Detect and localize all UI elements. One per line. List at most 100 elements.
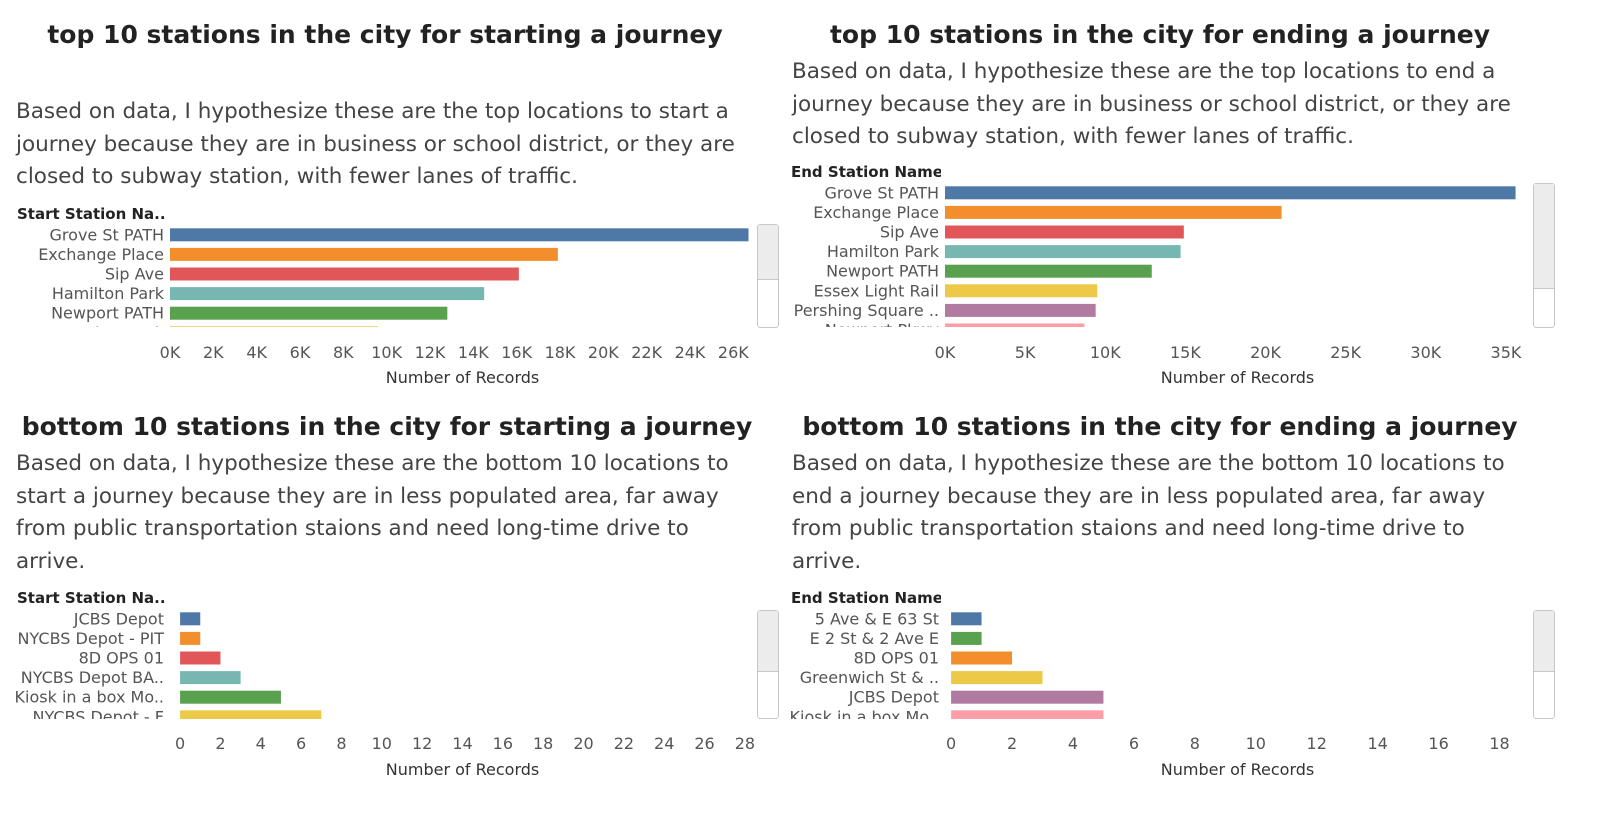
x-axis-title: Number of Records: [1160, 368, 1315, 387]
bar: [170, 326, 378, 327]
x-tick-label: 16: [1428, 734, 1448, 753]
x-tick-label: 8K: [333, 343, 354, 362]
x-tick-label: 5K: [1015, 343, 1036, 362]
category-label: Sip Ave: [880, 223, 939, 242]
x-tick-label: 4: [256, 734, 266, 753]
x-tick-label: 8: [336, 734, 346, 753]
chart-svg: 5 Ave & E 63 StE 2 St & 2 Ave E8D OPS 01…: [790, 609, 1510, 753]
category-label: Essex Light Rail: [814, 281, 939, 300]
x-tick-label: 12: [1307, 734, 1327, 753]
bar: [951, 612, 982, 626]
panel-description: Based on data, I hypothesize these are t…: [16, 99, 735, 189]
category-label: Hamilton Park: [827, 242, 940, 261]
scrollbar-thumb[interactable]: [1534, 184, 1554, 289]
x-tick-label: 2: [215, 734, 225, 753]
bar: [170, 306, 448, 320]
bar-chart: Grove St PATH Exchange Place Sip Ave Hamilt…: [780, 183, 1540, 378]
x-axis-title: Number of Records: [1160, 760, 1315, 779]
x-tick-label: 0K: [935, 343, 956, 362]
category-label: Grove St PATH: [50, 225, 164, 244]
scrollbar-thumb[interactable]: [758, 225, 778, 280]
panel-title: top 10 stations in the city for ending a…: [829, 20, 1490, 49]
x-tick-label: 20K: [588, 343, 619, 362]
bar-chart: JCBS Depot NYCBS Depot - PIT 8D OPS 01 NYCB…: [0, 609, 760, 769]
category-label: Newport PATH: [51, 304, 164, 323]
category-label: Exchange Place: [813, 203, 939, 222]
scrollbar-thumb[interactable]: [758, 611, 778, 672]
x-tick-label: 6: [1129, 734, 1139, 753]
panel-description: Based on data, I hypothesize these are t…: [792, 451, 1505, 574]
panel-title: top 10 stations in the city for starting…: [47, 20, 723, 49]
category-label: Hamilton Park: [52, 284, 165, 303]
scrollbar[interactable]: [1533, 610, 1555, 719]
x-tick-label: 2K: [203, 343, 224, 362]
x-tick-label: 12: [412, 734, 432, 753]
x-tick-label: 14: [452, 734, 472, 753]
bar: [170, 287, 485, 301]
bar-chart: 5 Ave & E 63 St E 2 St & 2 Ave E 8D OPS 01…: [780, 609, 1540, 769]
x-tick-label: 10K: [1090, 343, 1121, 362]
x-tick-label: 6K: [290, 343, 311, 362]
x-tick-label: 12K: [415, 343, 446, 362]
x-tick-label: 14K: [458, 343, 489, 362]
row-header: End Station Name: [791, 589, 941, 607]
category-label: Kiosk in a box Mo..: [790, 707, 939, 726]
x-tick-label: 10K: [371, 343, 402, 362]
bar: [951, 631, 982, 645]
row-header: Start Station Na..: [17, 205, 166, 223]
x-tick-label: 22: [614, 734, 634, 753]
x-tick-label: 14: [1367, 734, 1387, 753]
x-tick-label: 18K: [545, 343, 576, 362]
x-tick-label: 2: [1007, 734, 1017, 753]
category-label: Grove St PATH: [825, 183, 939, 202]
x-tick-label: 18: [533, 734, 553, 753]
x-tick-label: 26: [694, 734, 714, 753]
x-tick-label: 22K: [631, 343, 662, 362]
x-tick-label: 4: [1068, 734, 1078, 753]
bar: [180, 651, 221, 665]
bar: [951, 690, 1104, 704]
category-label: Greenwich St & ..: [800, 668, 939, 687]
bar-rows: 5 Ave & E 63 StE 2 St & 2 Ave E8D OPS 01…: [790, 609, 1104, 726]
scrollbar[interactable]: [757, 224, 779, 328]
bar: [945, 225, 1184, 239]
x-tick-label: 10: [372, 734, 392, 753]
category-label: NYCBS Depot - F: [32, 707, 164, 726]
panel-title: bottom 10 stations in the city for endin…: [802, 412, 1518, 441]
x-tick-label: 8: [1190, 734, 1200, 753]
bar: [945, 284, 1098, 298]
bar: [945, 303, 1096, 317]
panel-description: Based on data, I hypothesize these are t…: [792, 59, 1511, 149]
bar: [945, 323, 1085, 327]
bar: [180, 631, 201, 645]
x-tick-label: 16K: [501, 343, 532, 362]
x-tick-label: 15K: [1170, 343, 1201, 362]
category-label: Kiosk in a box Mo..: [15, 688, 164, 707]
bar: [945, 264, 1152, 278]
bar: [180, 690, 281, 704]
x-axis-title: Number of Records: [385, 368, 540, 387]
bar: [170, 228, 749, 242]
x-tick-label: 10: [1246, 734, 1266, 753]
bar: [180, 671, 241, 685]
scrollbar-thumb[interactable]: [1534, 611, 1554, 672]
category-label: Pershing Square ..: [794, 301, 939, 320]
x-tick-label: 25K: [1330, 343, 1361, 362]
x-tick-label: 24K: [675, 343, 706, 362]
x-tick-label: 4K: [246, 343, 267, 362]
x-tick-label: 0: [946, 734, 956, 753]
category-label: NYCBS Depot - PIT: [18, 629, 165, 648]
scrollbar[interactable]: [757, 610, 779, 719]
category-label: NYCBS Depot BA..: [21, 668, 164, 687]
bar: [180, 710, 322, 719]
x-tick-label: 18: [1489, 734, 1509, 753]
row-header: Start Station Na..: [17, 589, 166, 607]
category-label: Newport PATH: [826, 262, 939, 281]
category-label: E 2 St & 2 Ave E: [810, 629, 939, 648]
scrollbar[interactable]: [1533, 183, 1555, 328]
